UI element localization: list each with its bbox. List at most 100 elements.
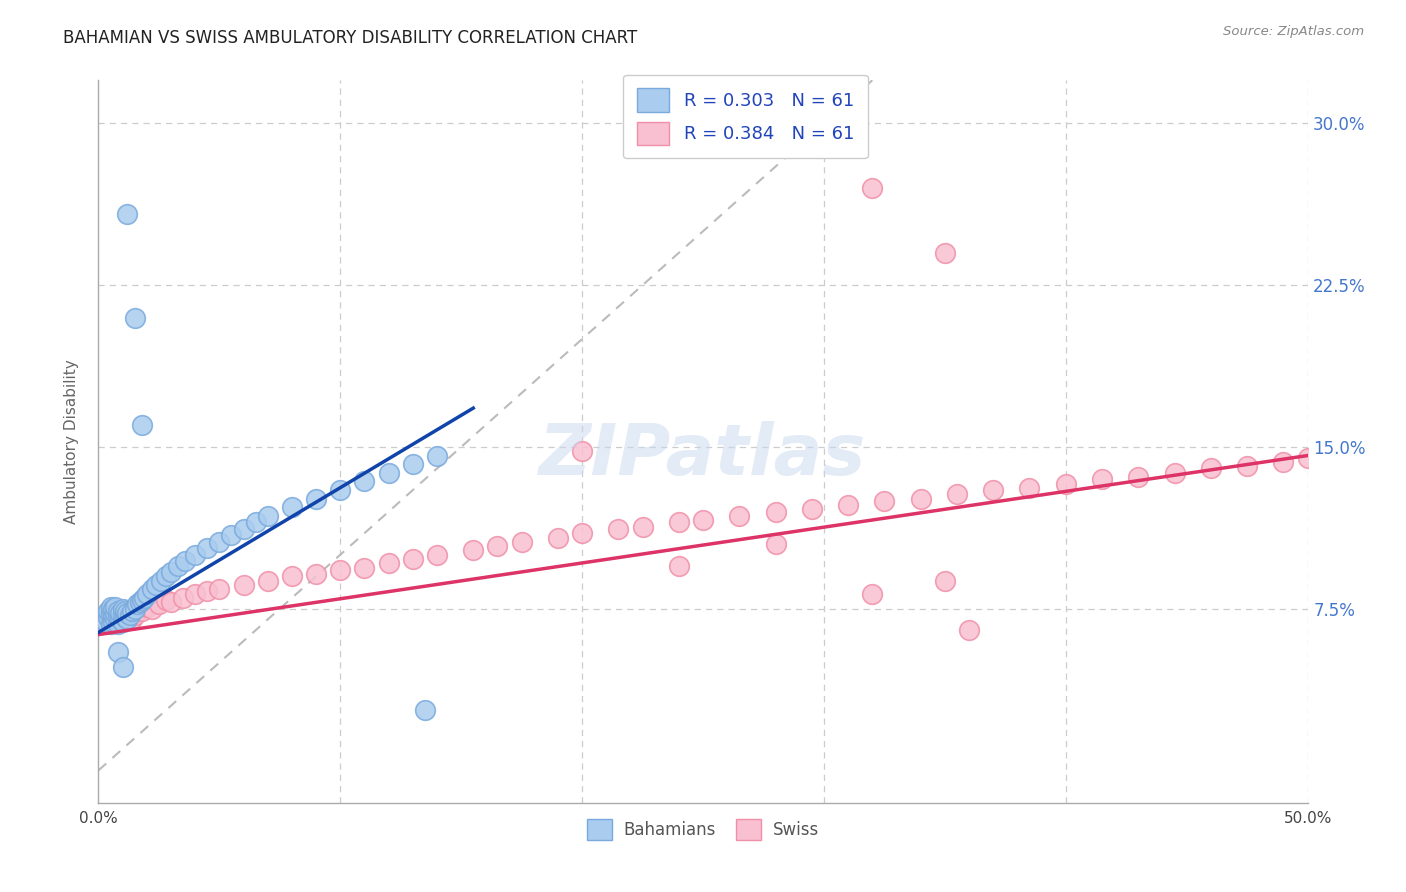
Point [124, 601, 146, 615]
Point [117, 606, 139, 620]
Point [94, 616, 117, 631]
Point [94, 608, 117, 623]
Point [107, 604, 129, 618]
Point [1296, 450, 1319, 465]
Point [101, 601, 124, 615]
Point [131, 418, 153, 433]
Point [155, 593, 177, 607]
Legend: Bahamians, Swiss: Bahamians, Swiss [581, 813, 825, 847]
Point [413, 703, 436, 717]
Point [121, 612, 143, 626]
Point [1128, 470, 1150, 484]
Point [108, 612, 131, 626]
Point [571, 444, 593, 458]
Point [1199, 461, 1222, 475]
Point [305, 491, 328, 506]
Point [111, 608, 134, 623]
Point [981, 483, 1004, 497]
Point [1163, 466, 1185, 480]
Point [800, 502, 823, 516]
Point [114, 610, 136, 624]
Point [97, 604, 120, 618]
Point [1018, 481, 1040, 495]
Point [377, 557, 399, 571]
Point [111, 615, 134, 629]
Point [141, 582, 163, 597]
Point [860, 181, 883, 195]
Point [107, 610, 129, 624]
Point [155, 569, 177, 583]
Point [117, 207, 139, 221]
Point [117, 612, 139, 626]
Point [100, 612, 122, 626]
Point [353, 560, 375, 574]
Point [232, 522, 254, 536]
Point [1091, 472, 1114, 486]
Point [195, 541, 218, 556]
Point [111, 601, 134, 615]
Point [104, 606, 127, 620]
Point [141, 601, 163, 615]
Point [184, 548, 207, 562]
Point [377, 466, 399, 480]
Point [571, 526, 593, 541]
Point [510, 534, 533, 549]
Point [281, 500, 304, 515]
Text: ZIPatlas: ZIPatlas [540, 422, 866, 491]
Point [104, 599, 127, 614]
Point [131, 604, 153, 618]
Point [353, 475, 375, 489]
Point [124, 310, 146, 325]
Point [256, 574, 278, 588]
Point [100, 599, 122, 614]
Point [946, 487, 969, 501]
Point [134, 591, 156, 605]
Point [1236, 459, 1258, 474]
Point [934, 245, 956, 260]
Point [104, 608, 127, 623]
Point [114, 604, 136, 618]
Point [208, 582, 231, 597]
Point [174, 554, 197, 568]
Point [245, 516, 267, 530]
Point [135, 599, 157, 614]
Point [692, 513, 714, 527]
Point [117, 606, 139, 620]
Point [118, 608, 141, 623]
Point [668, 558, 690, 573]
Point [281, 569, 304, 583]
Point [765, 505, 787, 519]
Point [107, 615, 129, 629]
Point [172, 591, 194, 605]
Point [329, 483, 352, 497]
Point [121, 604, 143, 618]
Point [100, 606, 122, 620]
Point [402, 552, 425, 566]
Point [607, 522, 630, 536]
Point [160, 565, 183, 579]
Point [135, 586, 157, 600]
Point [1054, 476, 1077, 491]
Point [104, 612, 127, 626]
Point [124, 608, 146, 623]
Point [100, 616, 122, 631]
Point [668, 516, 690, 530]
Point [91, 616, 114, 631]
Point [107, 616, 129, 631]
Point [167, 558, 190, 573]
Point [463, 543, 485, 558]
Point [221, 528, 243, 542]
Point [1272, 455, 1295, 469]
Point [765, 537, 787, 551]
Point [101, 608, 124, 623]
Point [131, 593, 153, 607]
Point [107, 645, 129, 659]
Point [160, 595, 183, 609]
Point [145, 578, 167, 592]
Point [547, 531, 569, 545]
Point [232, 578, 254, 592]
Point [111, 610, 134, 624]
Point [184, 586, 207, 600]
Y-axis label: Ambulatory Disability: Ambulatory Disability [65, 359, 79, 524]
Point [94, 615, 117, 629]
